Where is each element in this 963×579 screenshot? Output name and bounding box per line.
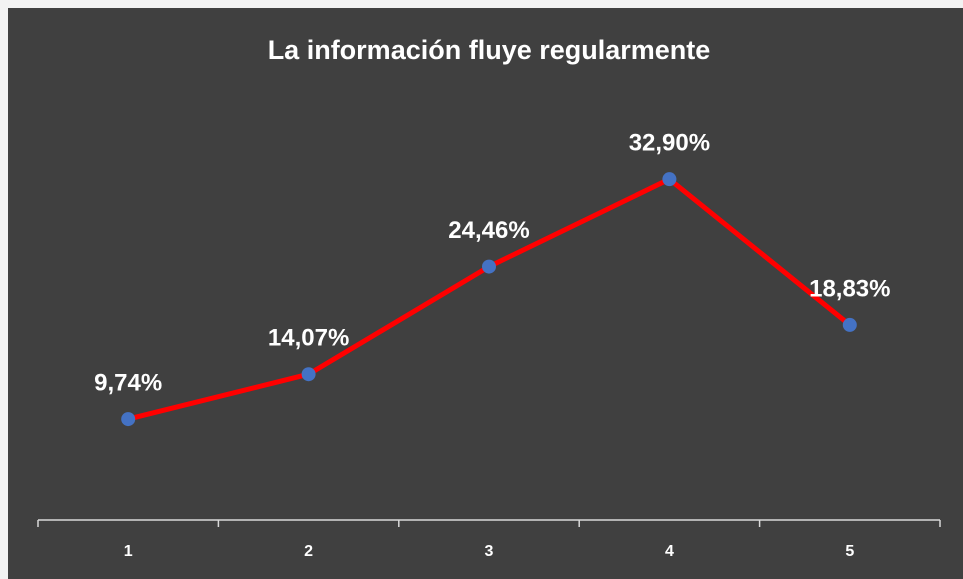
x-tick-label: 5 <box>845 543 854 560</box>
marker <box>301 367 316 382</box>
chart-background <box>8 8 963 579</box>
data-label: 18,83% <box>809 275 890 302</box>
data-label: 9,74% <box>94 369 162 396</box>
marker <box>482 259 496 274</box>
chart-title: La información fluye regularmente <box>268 35 711 65</box>
marker <box>121 412 136 427</box>
x-tick-label: 2 <box>304 543 313 560</box>
data-label: 14,07% <box>268 325 349 352</box>
x-tick-label: 4 <box>665 543 674 560</box>
data-label: 32,90% <box>629 129 710 156</box>
data-label: 24,46% <box>448 217 529 244</box>
x-tick-label: 3 <box>485 543 494 560</box>
marker <box>842 317 857 332</box>
x-tick-label: 1 <box>124 543 133 560</box>
marker <box>662 172 677 187</box>
